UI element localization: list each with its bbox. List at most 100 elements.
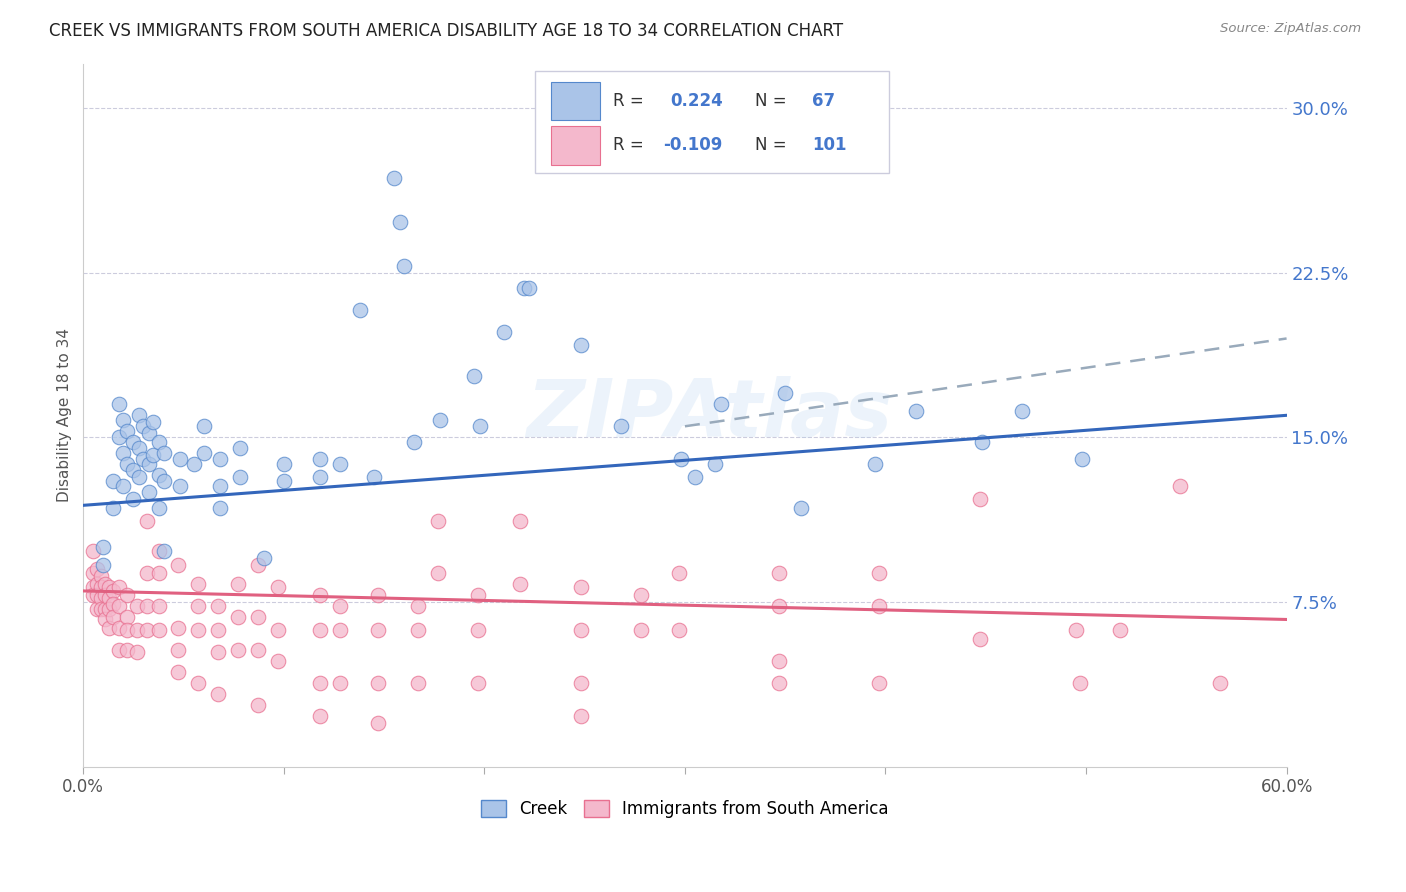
Point	[90, 601, 112, 615]
Point	[1109, 624, 1132, 638]
Point	[136, 624, 159, 638]
Point	[108, 621, 131, 635]
Point	[569, 624, 592, 638]
Point	[98, 580, 121, 594]
Point	[869, 566, 891, 581]
Point	[187, 676, 209, 690]
Point	[122, 491, 145, 506]
Point	[136, 599, 159, 614]
Point	[509, 577, 531, 591]
Point	[207, 687, 229, 701]
Point	[569, 580, 592, 594]
Point	[117, 588, 139, 602]
Point	[392, 259, 415, 273]
Point	[193, 445, 215, 459]
Point	[108, 430, 131, 444]
Point	[142, 448, 165, 462]
Point	[138, 425, 160, 440]
Point	[226, 577, 249, 591]
Point	[207, 599, 229, 614]
Point	[93, 540, 115, 554]
Text: 0.224: 0.224	[671, 92, 723, 110]
Point	[427, 566, 450, 581]
Point	[509, 514, 531, 528]
Point	[166, 621, 188, 635]
Point	[309, 470, 332, 484]
Point	[970, 434, 993, 449]
Point	[309, 676, 332, 690]
Point	[513, 281, 536, 295]
Point	[98, 621, 121, 635]
Point	[363, 470, 385, 484]
Point	[103, 474, 125, 488]
Point	[768, 599, 790, 614]
Text: ZIPAtlas: ZIPAtlas	[526, 376, 893, 454]
Point	[1069, 676, 1091, 690]
Point	[309, 452, 332, 467]
Point	[208, 478, 231, 492]
Text: 101: 101	[813, 136, 846, 154]
Point	[309, 624, 332, 638]
Point	[768, 676, 790, 690]
Point	[569, 338, 592, 352]
Point	[166, 558, 188, 572]
Point	[246, 698, 269, 712]
Point	[226, 610, 249, 624]
Point	[668, 624, 690, 638]
Point	[207, 624, 229, 638]
Point	[904, 404, 927, 418]
Point	[166, 665, 188, 680]
Point	[226, 643, 249, 657]
Point	[768, 566, 790, 581]
Point	[127, 599, 149, 614]
Text: Source: ZipAtlas.com: Source: ZipAtlas.com	[1220, 22, 1361, 36]
Point	[228, 442, 250, 456]
Point	[790, 500, 813, 515]
Point	[228, 470, 250, 484]
Point	[768, 654, 790, 668]
Point	[208, 452, 231, 467]
Point	[710, 397, 733, 411]
Point	[367, 676, 389, 690]
Point	[869, 676, 891, 690]
Point	[267, 624, 290, 638]
Point	[86, 601, 108, 615]
Point	[969, 491, 991, 506]
Point	[569, 676, 592, 690]
Point	[122, 434, 145, 449]
Point	[112, 478, 135, 492]
Point	[187, 624, 209, 638]
Point	[467, 588, 489, 602]
Point	[128, 409, 150, 423]
Point	[610, 419, 633, 434]
Point	[94, 601, 117, 615]
Point	[1064, 624, 1087, 638]
Point	[630, 588, 652, 602]
Point	[94, 588, 117, 602]
Point	[267, 654, 290, 668]
Point	[103, 597, 125, 611]
Point	[329, 624, 352, 638]
Point	[253, 551, 276, 566]
Point	[86, 562, 108, 576]
Point	[128, 470, 150, 484]
Point	[329, 599, 352, 614]
Point	[406, 676, 429, 690]
Point	[246, 643, 269, 657]
Point	[773, 386, 796, 401]
Point	[122, 463, 145, 477]
Point	[117, 610, 139, 624]
Point	[103, 500, 125, 515]
Point	[309, 588, 332, 602]
Point	[569, 709, 592, 723]
Text: R =: R =	[613, 92, 648, 110]
Point	[108, 397, 131, 411]
Point	[148, 624, 170, 638]
Point	[704, 457, 727, 471]
Point	[169, 478, 191, 492]
Point	[132, 452, 155, 467]
Point	[329, 457, 352, 471]
Point	[148, 467, 170, 482]
Point	[108, 580, 131, 594]
Point	[467, 676, 489, 690]
